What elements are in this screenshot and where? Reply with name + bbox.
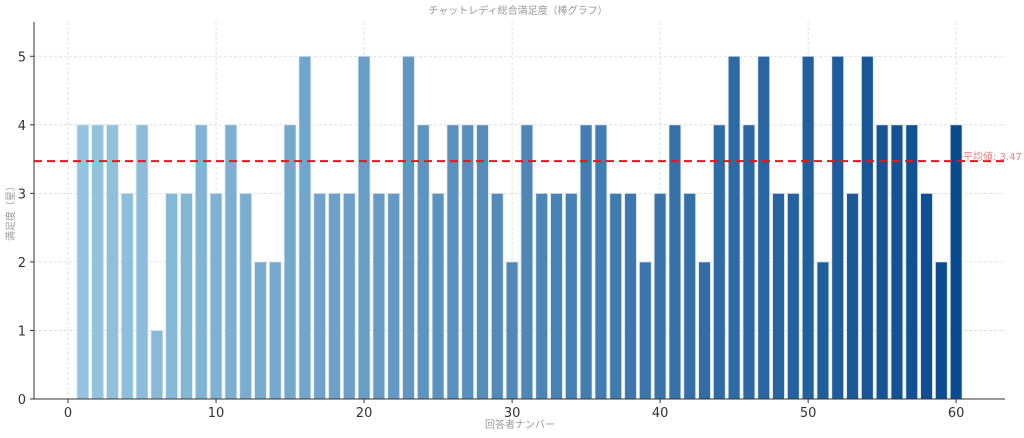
x-tick-label: 30 [504,406,521,421]
bar [313,192,326,400]
x-axis-label: 回答者ナンバー [485,418,555,431]
bar [683,192,697,400]
y-axis-label: 満足度（星） [4,181,17,241]
bar [490,192,504,400]
bar [209,192,223,400]
bar [668,124,682,400]
bar [194,124,208,400]
bar [772,192,785,400]
bar [298,55,312,400]
y-tick-label: 1 [18,324,26,339]
bar [446,124,460,400]
chart-title: チャットレディ総合満足度（棒グラフ） [428,4,607,17]
x-tick-label: 20 [356,406,373,421]
bar [402,55,415,400]
bar-series [76,55,963,400]
bar [120,192,134,400]
bar [165,192,178,400]
bar [564,192,578,400]
bar [520,124,534,400]
x-tick-label: 50 [800,406,817,421]
bar [550,192,563,400]
bar [920,192,933,400]
y-tick-label: 3 [18,187,26,202]
bar [76,124,90,400]
bar [816,261,830,400]
bar [713,124,726,400]
bar [416,124,430,400]
bar [254,261,267,400]
bar [180,192,193,400]
bar [905,124,919,400]
gridlines [34,22,1005,400]
y-tick-label: 4 [18,119,26,134]
y-tick-label: 0 [18,393,26,408]
bar [535,192,549,400]
bar [268,261,282,400]
bar [505,261,519,400]
bar [387,192,401,400]
y-tick-label: 5 [18,50,26,65]
bar [239,192,252,400]
bar [461,124,475,400]
x-tick-label: 0 [64,406,72,421]
bar [949,124,963,400]
bar [875,124,889,400]
bar [224,124,238,400]
x-tick-label: 40 [652,406,669,421]
bar [594,124,608,400]
bar [579,124,593,400]
bar [609,192,623,400]
mean-line: 平均値: 3.47 [34,150,1022,163]
mean-line-label: 平均値: 3.47 [963,150,1022,163]
bar [624,192,637,400]
x-tick-label: 60 [948,406,965,421]
y-tick-label: 2 [18,256,26,271]
bar [150,330,164,400]
bar [801,55,815,400]
bar [342,192,356,400]
bar [757,55,771,400]
bar [328,192,341,400]
bar [357,55,371,400]
bar [106,124,119,400]
bar [476,124,489,400]
bar [698,261,711,400]
bar [831,55,845,400]
bar [846,192,859,400]
axes: 0 10 20 30 40 50 60 0 1 2 3 4 5 [18,22,1005,421]
bar [638,261,652,400]
bar [727,55,741,400]
bar [861,55,874,400]
bar [653,192,667,400]
bar [890,124,904,400]
bar [742,124,756,400]
bar [91,124,104,400]
bar [431,192,445,400]
bar [372,192,386,400]
bar [787,192,800,400]
bar [135,124,149,400]
x-tick-label: 10 [208,406,225,421]
bar [935,261,948,400]
bar [283,124,297,400]
